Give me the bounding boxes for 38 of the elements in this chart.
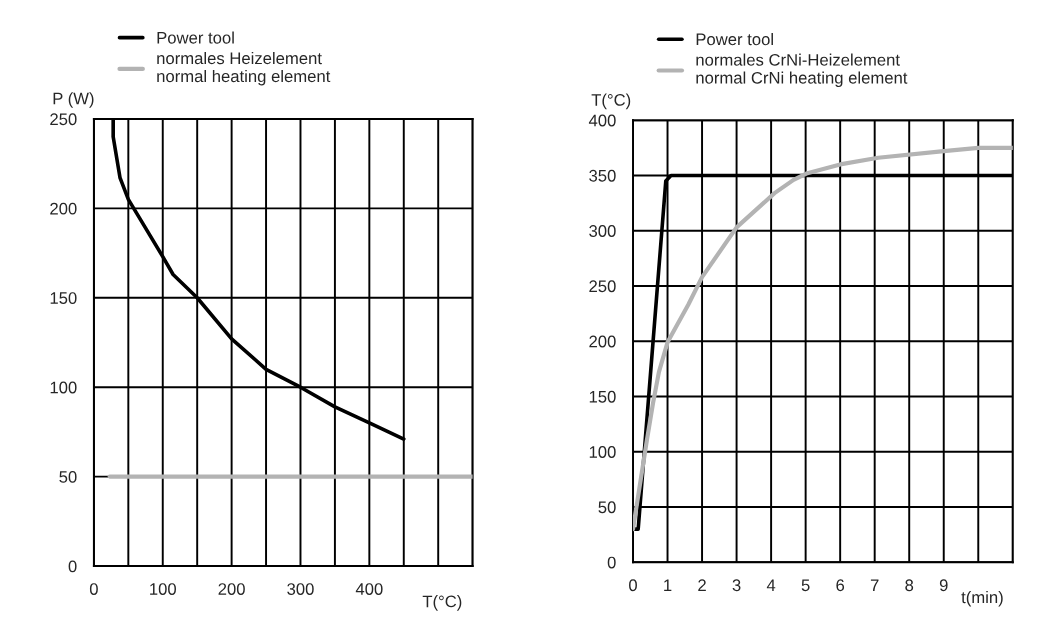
x-tick-label: 7 xyxy=(870,579,879,591)
x-tick-label: 200 xyxy=(218,583,245,595)
y-tick-label: 200 xyxy=(589,335,616,348)
legend-label: Power tool xyxy=(157,31,234,44)
y-tick-label: 400 xyxy=(588,114,616,127)
x-tick-label: 5 xyxy=(801,579,810,592)
x-tick-label: 4 xyxy=(766,579,776,591)
y-tick-label: 200 xyxy=(50,202,77,215)
y-tick-label: 0 xyxy=(607,556,616,569)
x-tick-label: 100 xyxy=(150,583,177,595)
y-tick-label: 250 xyxy=(50,113,77,126)
y-tick-label: 50 xyxy=(59,471,77,483)
y-axis-title: P (W) xyxy=(53,92,94,108)
x-tick-label: 8 xyxy=(905,579,914,592)
y-tick-label: 50 xyxy=(598,501,616,514)
y-tick-label: 300 xyxy=(589,225,616,237)
x-tick-label: 2 xyxy=(698,579,706,591)
y-tick-label: 0 xyxy=(68,560,77,573)
y-tick-label: 150 xyxy=(589,390,616,403)
y-axis-title: T(°C) xyxy=(591,93,631,110)
x-tick-label: 0 xyxy=(89,583,98,595)
legend-label: normales Heizelement normal heating element xyxy=(157,51,331,86)
y-tick-label: 100 xyxy=(589,446,616,458)
y-tick-label: 350 xyxy=(589,169,616,182)
x-axis-title: T(°C) xyxy=(422,595,462,611)
y-tick-label: 150 xyxy=(50,292,77,304)
legend-label: Power tool xyxy=(696,32,773,46)
x-tick-label: 400 xyxy=(355,583,383,595)
y-tick-label: 250 xyxy=(589,280,616,293)
x-tick-label: 300 xyxy=(287,583,314,595)
x-tick-label: 0 xyxy=(629,579,637,592)
x-axis-title: t(min) xyxy=(961,590,1003,607)
x-tick-label: 6 xyxy=(836,579,845,592)
x-tick-label: 1 xyxy=(664,579,672,591)
x-tick-label: 3 xyxy=(732,579,741,592)
x-tick-label: 9 xyxy=(939,579,948,592)
legend-label: normales CrNi-Heizelement normal CrNi heating element xyxy=(696,53,908,88)
y-tick-label: 100 xyxy=(50,381,77,394)
